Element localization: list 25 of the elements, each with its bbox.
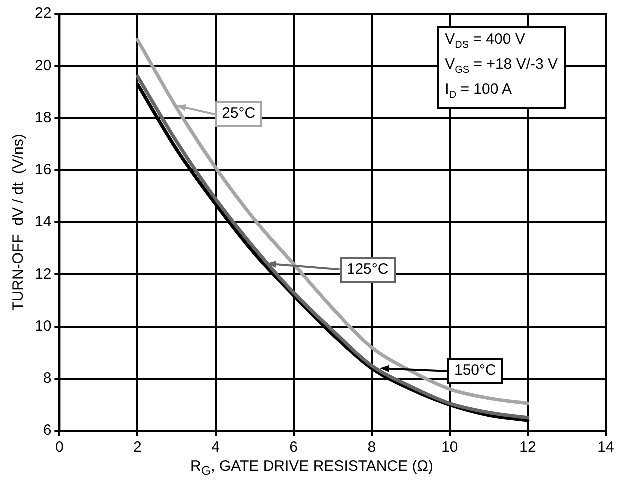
y-axis-title: TURN-OFF dV / dt (V/ns) bbox=[10, 134, 28, 311]
y-tick-label: 22 bbox=[34, 5, 52, 22]
y-tick-label: 6 bbox=[43, 422, 52, 440]
y-tick-label: 12 bbox=[34, 266, 52, 283]
x-tick-label: 12 bbox=[520, 439, 536, 456]
annotation: V$_{DS}$ = 400 V bbox=[445, 31, 526, 51]
x-tick-label: 4 bbox=[212, 439, 220, 456]
x-tick-label: 14 bbox=[598, 439, 614, 456]
y-tick-label: 10 bbox=[34, 318, 52, 335]
annotation: 125°C bbox=[340, 256, 396, 283]
y-tick-label: 16 bbox=[34, 162, 52, 179]
x-tick-label: 10 bbox=[442, 439, 458, 456]
y-tick-label: 14 bbox=[34, 214, 52, 231]
x-tick-label: 0 bbox=[56, 439, 64, 456]
annotation: 25°C bbox=[215, 101, 263, 128]
y-tick-label: 18 bbox=[34, 109, 52, 126]
y-tick-label: 8 bbox=[43, 370, 52, 388]
x-tick-label: 8 bbox=[368, 439, 376, 456]
x-tick-label: 2 bbox=[134, 439, 142, 456]
x-axis-title: R$_{G}$, GATE DRIVE RESISTANCE (Ω) bbox=[190, 458, 434, 478]
y-tick-label: 20 bbox=[34, 57, 52, 74]
x-tick-label: 6 bbox=[290, 439, 298, 456]
annotation: I$_{D}$ = 100 A bbox=[445, 81, 512, 101]
annotation: 150°C bbox=[447, 358, 504, 384]
annotation: V$_{GS}$ = +18 V/-3 V bbox=[445, 56, 558, 76]
